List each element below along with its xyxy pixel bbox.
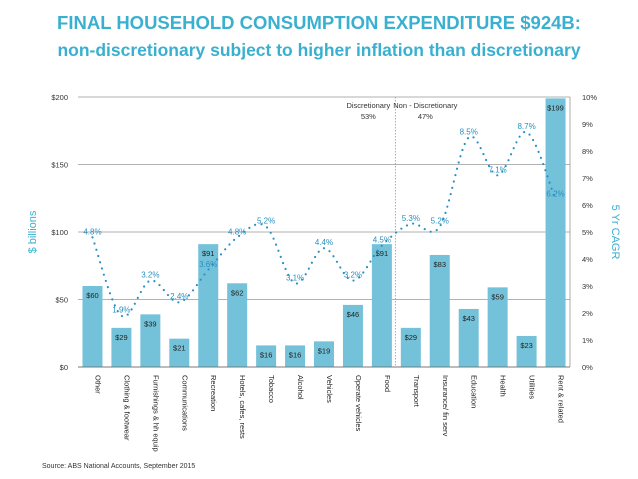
bar-label: $46 (347, 310, 360, 319)
y2-tick-label: 5% (582, 228, 593, 237)
y-tick-label: $100 (51, 228, 68, 237)
bar-label: $91 (376, 249, 389, 258)
cagr-label: 3.6% (199, 260, 217, 269)
cagr-label: 5.2% (431, 217, 449, 226)
y2-tick-label: 1% (582, 336, 593, 345)
cagr-label: 6.2% (546, 190, 564, 199)
x-tick-label: Recreation (209, 375, 218, 411)
bar-label: $43 (462, 314, 475, 323)
bar (285, 345, 306, 367)
x-tick-label: Tobacco (267, 375, 276, 403)
x-tick-label: Transport (412, 375, 421, 408)
y-axis-label: $ billions (27, 210, 39, 253)
x-tick-label: Health (499, 375, 508, 397)
x-tick-label: Communications (180, 375, 189, 431)
segment-share: 47% (418, 112, 433, 121)
bar-label: $199 (547, 103, 564, 112)
bar-label: $29 (115, 333, 128, 342)
cagr-label: 3.1% (286, 273, 304, 282)
x-tick-label: Clothing & footwear (122, 375, 131, 441)
x-tick-label: Rent & related (557, 375, 566, 423)
cagr-label: 1.9% (112, 306, 130, 315)
cagr-label: 3.2% (344, 271, 362, 280)
x-tick-label: Alcohol (296, 375, 305, 400)
cagr-label: 5.2% (257, 217, 275, 226)
y2-tick-label: 6% (582, 201, 593, 210)
cagr-line (91, 130, 557, 318)
x-tick-label: Vehicles (325, 375, 334, 403)
bar (516, 335, 537, 367)
y2-tick-label: 4% (582, 255, 593, 264)
bar-label: $19 (318, 346, 331, 355)
bar-label: $83 (434, 260, 447, 269)
bar-label: $60 (86, 291, 99, 300)
y-tick-label: $0 (60, 363, 68, 372)
segment-share: 53% (361, 112, 376, 121)
bar (140, 314, 161, 367)
x-tick-label: Education (470, 375, 479, 408)
bar (227, 283, 248, 367)
y2-tick-label: 0% (582, 363, 593, 372)
bar (487, 287, 508, 367)
bar (545, 98, 566, 367)
bar (400, 327, 421, 367)
bar-label: $21 (173, 344, 186, 353)
cagr-label: 3.2% (141, 271, 159, 280)
cagr-label: 4.8% (228, 227, 246, 236)
y-tick-label: $150 (51, 161, 68, 170)
bar-label: $23 (520, 341, 533, 350)
cagr-label: 8.5% (460, 128, 478, 137)
bar (169, 338, 190, 367)
segment-label: Discretionary (346, 101, 390, 110)
bar-label: $62 (231, 288, 244, 297)
x-tick-label: Hotels, cafes, rests (238, 375, 247, 439)
bar-label: $16 (289, 350, 302, 359)
bar (111, 327, 132, 367)
x-tick-label: Food (383, 375, 392, 392)
x-tick-label: Other (93, 375, 102, 394)
y2-axis-label: 5 Yr CAGR (609, 205, 621, 260)
x-tick-label: Operate vehicles (354, 375, 363, 432)
bar (314, 341, 334, 367)
source-note: Source: ABS National Accounts, September… (42, 463, 196, 470)
y-tick-label: $50 (55, 296, 68, 305)
bar (198, 244, 219, 367)
y2-tick-label: 3% (582, 282, 593, 291)
x-tick-label: Furnishings & hh equip (151, 375, 160, 452)
bar (429, 254, 450, 367)
y2-tick-label: 10% (582, 93, 597, 102)
bar (256, 345, 277, 367)
bar-label: $16 (260, 350, 273, 359)
x-tick-label: Utilities (528, 375, 537, 399)
cagr-label: 4.5% (373, 236, 391, 245)
bar (458, 308, 479, 367)
bar-label: $29 (405, 333, 418, 342)
bar-label: $91 (202, 249, 215, 258)
y2-tick-label: 8% (582, 147, 593, 156)
bar (342, 304, 363, 367)
chart-title: FINAL HOUSEHOLD CONSUMPTION EXPENDITURE … (57, 12, 581, 33)
cagr-label: 7.1% (489, 165, 507, 174)
cagr-label: 4.4% (315, 238, 333, 247)
y2-tick-label: 9% (582, 120, 593, 129)
cagr-label: 2.4% (170, 292, 188, 301)
cagr-label: 8.7% (517, 122, 535, 131)
y-tick-label: $200 (51, 93, 68, 102)
y2-tick-label: 7% (582, 174, 593, 183)
cagr-label: 4.8% (83, 227, 101, 236)
bar-label: $59 (491, 292, 504, 301)
cagr-label: 5.3% (402, 214, 420, 223)
x-tick-label: Insurance/ fin serv (441, 375, 450, 437)
bar (371, 244, 392, 367)
bar (82, 286, 103, 367)
bar-label: $39 (144, 319, 157, 328)
segment-label: Non - Discretionary (393, 101, 457, 110)
y2-tick-label: 2% (582, 309, 593, 318)
chart-subtitle: non-discretionary subject to higher infl… (57, 40, 581, 60)
